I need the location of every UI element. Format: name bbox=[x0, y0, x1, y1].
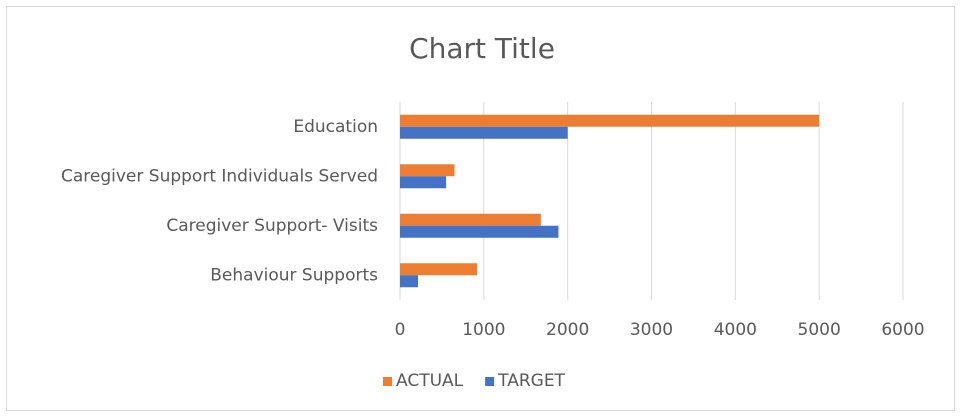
x-tick-label: 6000 bbox=[881, 320, 924, 340]
x-tick-label: 4000 bbox=[714, 320, 757, 340]
bar bbox=[400, 275, 419, 288]
x-tick-label: 1000 bbox=[462, 320, 505, 340]
y-tick-label: Behaviour Supports bbox=[210, 265, 378, 285]
bar bbox=[400, 263, 478, 276]
x-tick-label: 3000 bbox=[630, 320, 673, 340]
bar bbox=[400, 114, 820, 127]
y-tick-label: Education bbox=[293, 117, 378, 137]
x-tick-label: 0 bbox=[395, 320, 406, 340]
chart-title: Chart Title bbox=[409, 32, 555, 65]
bar bbox=[400, 126, 568, 139]
bar bbox=[400, 213, 541, 226]
bar bbox=[400, 164, 455, 177]
y-tick-label: Caregiver Support Individuals Served bbox=[61, 166, 378, 186]
legend-swatch bbox=[485, 377, 495, 386]
legend-label: TARGET bbox=[497, 371, 565, 391]
legend-label: ACTUAL bbox=[396, 371, 464, 391]
x-tick-label: 2000 bbox=[546, 320, 589, 340]
chart-frame bbox=[6, 6, 955, 411]
x-tick-label: 5000 bbox=[798, 320, 841, 340]
bar bbox=[400, 176, 447, 189]
y-tick-label: Caregiver Support- Visits bbox=[166, 216, 378, 236]
legend-swatch bbox=[383, 377, 392, 386]
bar bbox=[400, 225, 559, 238]
